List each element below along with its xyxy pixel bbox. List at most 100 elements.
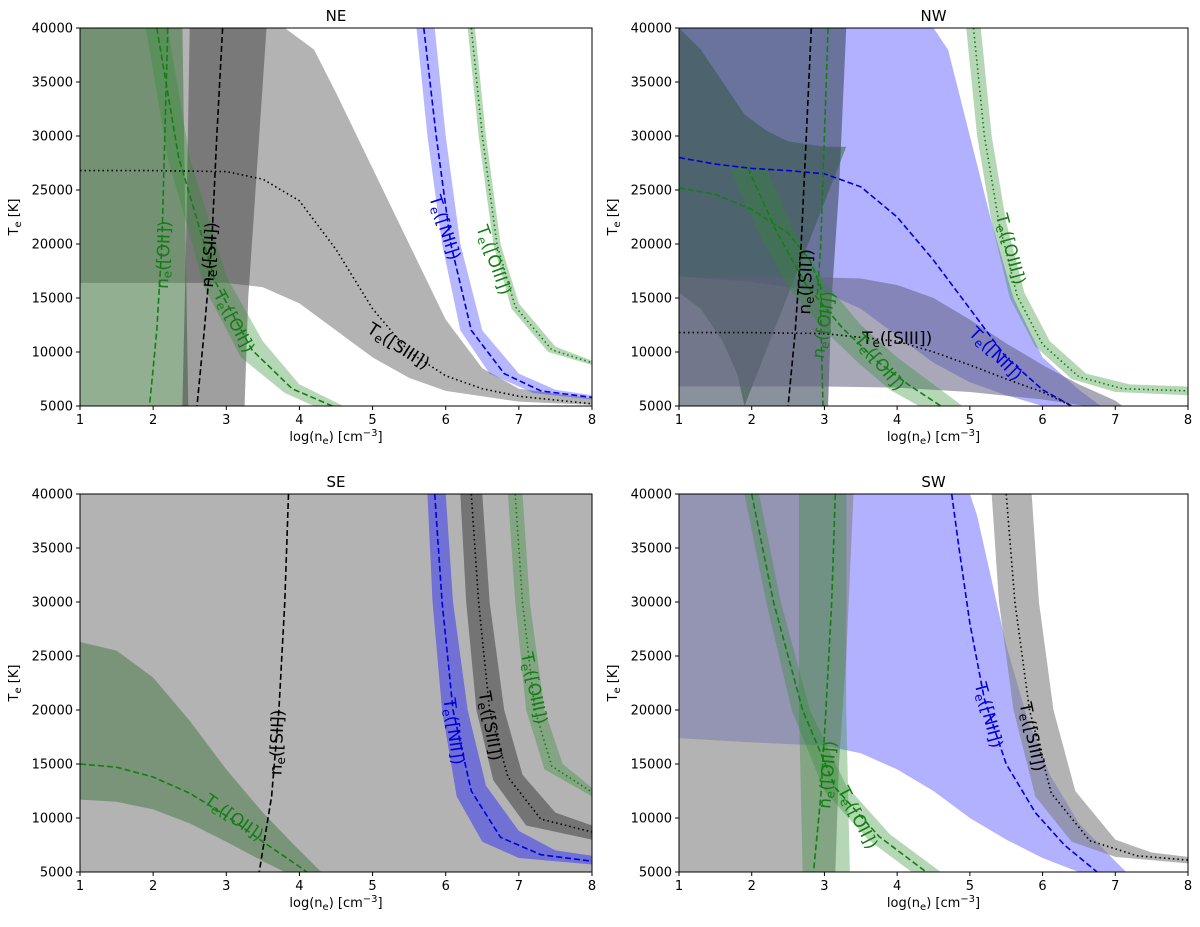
- y-axis-label: Te [K]: [606, 665, 623, 703]
- curve-label: ne([SII]): [266, 709, 289, 775]
- x-tick-label: 6: [1038, 413, 1046, 428]
- plot-content: ne([OII])Te([OII])Te([NII]) Te([SIII]): [679, 494, 1188, 872]
- y-tick-label: 30000: [631, 596, 672, 611]
- panel-title: NE: [326, 7, 347, 25]
- x-tick-label: 1: [76, 413, 84, 428]
- x-tick-label: 8: [588, 879, 596, 894]
- y-axis-label: Te [K]: [7, 199, 24, 237]
- y-tick-label: 30000: [32, 596, 73, 611]
- series-n-e-oii-: [812, 494, 837, 872]
- curve-label: ne([OII]): [815, 740, 841, 810]
- series-t-e-oii-: [750, 494, 927, 872]
- series-t-e-nii-: [423, 28, 592, 399]
- x-tick-label: 7: [1111, 879, 1119, 894]
- series-t-e-siii-: [1005, 494, 1188, 861]
- curve-label: Te([SIII]): [473, 689, 506, 763]
- y-tick-label: 40000: [32, 488, 73, 503]
- series-t-e-nii-: [433, 494, 592, 862]
- series-t-e-oii-: [747, 168, 942, 406]
- panel-title: SW: [921, 473, 946, 491]
- x-axis-label: log(ne) [cm−3]: [289, 894, 382, 913]
- series-n-e-oii-: [148, 28, 169, 406]
- band-t-e-oiii-band: [467, 28, 592, 365]
- y-tick-label: 25000: [631, 184, 672, 199]
- y-tick-label: 20000: [32, 704, 73, 719]
- series-n-e-oii-upper: [816, 28, 829, 299]
- plot-content: ne([SII])ne([OII]) Te([SIII])Te([OII])Te(…: [679, 28, 1188, 406]
- band-t-e-oii-band: [80, 641, 322, 872]
- y-tick-label: 5000: [639, 400, 672, 415]
- band-n-e-sii-band: [679, 494, 854, 872]
- band-n-e-oii-band: [798, 494, 850, 872]
- x-tick-label: 5: [368, 413, 376, 428]
- band-n-e-oii-band: [80, 28, 189, 406]
- plot-frame: [678, 493, 1189, 873]
- x-tick-label: 5: [966, 879, 974, 894]
- series-n-e-oii-: [679, 187, 824, 406]
- y-tick-label: 35000: [631, 76, 672, 91]
- y-tick-label: 10000: [631, 812, 672, 827]
- y-tick-label: 30000: [631, 130, 672, 145]
- x-tick-label: 3: [222, 879, 230, 894]
- band-t-e-siii-band: [679, 277, 1123, 406]
- y-tick-label: 30000: [32, 130, 73, 145]
- y-tick-label: 10000: [631, 346, 672, 361]
- y-tick-label: 5000: [40, 866, 73, 881]
- y-tick-label: 25000: [631, 650, 672, 665]
- x-tick-label: 8: [1184, 413, 1192, 428]
- x-tick-label: 2: [149, 879, 157, 894]
- x-tick-label: 4: [893, 413, 901, 428]
- series-n-e-sii-: [196, 28, 224, 406]
- x-tick-label: 6: [442, 879, 450, 894]
- series-n-e-sii-: [787, 28, 813, 406]
- y-tick-label: 10000: [32, 812, 73, 827]
- x-tick-label: 2: [748, 413, 756, 428]
- panel-title: SE: [327, 473, 346, 491]
- x-tick-label: 5: [368, 879, 376, 894]
- x-axis-label: log(ne) [cm−3]: [887, 894, 980, 913]
- x-tick-label: 6: [442, 413, 450, 428]
- plot-content: ne([OII])ne([SII])Te([OII]) Te([SIII])Te(…: [80, 28, 592, 406]
- band-t-e-oiii-band: [966, 28, 1188, 396]
- x-tick-label: 4: [893, 879, 901, 894]
- panel-title: NW: [920, 7, 946, 25]
- series-t-e-oiii-: [514, 494, 592, 793]
- series-n-e-sii-: [258, 494, 290, 872]
- y-tick-label: 40000: [32, 22, 73, 37]
- series-t-e-nii-: [679, 156, 1073, 406]
- y-tick-label: 5000: [40, 400, 73, 415]
- x-tick-label: 7: [1111, 413, 1119, 428]
- panel-nw: ne([SII])ne([OII]) Te([SIII])Te([OII])Te(…: [606, 7, 1192, 447]
- panel-se: ne([SII])Te([OII])Te([NII])Te([SIII])Te(…: [7, 473, 596, 913]
- y-tick-label: 15000: [631, 758, 672, 773]
- series-t-e-oii-: [80, 763, 308, 872]
- x-tick-label: 3: [820, 413, 828, 428]
- y-tick-label: 40000: [631, 22, 672, 37]
- band-t-e-nii-band: [416, 28, 592, 400]
- y-tick-label: 25000: [32, 184, 73, 199]
- y-tick-label: 20000: [631, 704, 672, 719]
- x-tick-label: 6: [1038, 879, 1046, 894]
- x-tick-label: 8: [588, 413, 596, 428]
- x-tick-label: 5: [966, 413, 974, 428]
- plot-frame: [79, 493, 593, 873]
- x-tick-label: 2: [149, 413, 157, 428]
- panels-container: ne([OII])ne([SII])Te([OII]) Te([SIII])Te(…: [7, 7, 1192, 913]
- x-tick-label: 7: [515, 413, 523, 428]
- y-tick-label: 40000: [631, 488, 672, 503]
- curve-label: Te([SIII]): [861, 329, 932, 350]
- y-tick-label: 15000: [32, 292, 73, 307]
- x-tick-label: 4: [295, 413, 303, 428]
- band-t-e-oii-band: [729, 168, 963, 406]
- band-t-e-siii-band: [991, 494, 1188, 864]
- y-axis-label: Te [K]: [7, 665, 24, 703]
- y-tick-label: 35000: [631, 542, 672, 557]
- band-n-e-sii-band: [182, 28, 267, 406]
- band-t-e-oiii-band: [507, 494, 592, 797]
- series-t-e-oii-: [156, 28, 333, 406]
- curve-label: ne([SII]): [198, 221, 223, 288]
- y-tick-label: 20000: [32, 238, 73, 253]
- plot-content: ne([SII])Te([OII])Te([NII])Te([SIII])Te(…: [80, 494, 592, 872]
- series-t-e-oiii-: [470, 28, 592, 364]
